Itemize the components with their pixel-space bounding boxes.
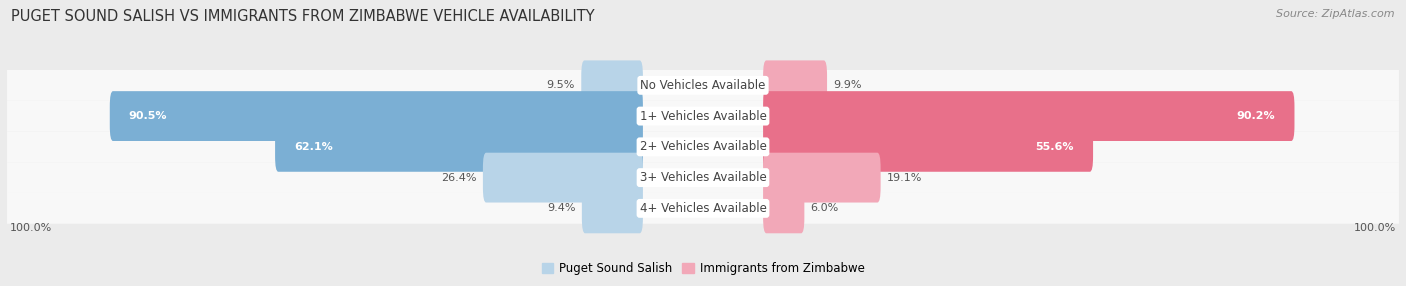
Text: 1+ Vehicles Available: 1+ Vehicles Available xyxy=(640,110,766,123)
Text: 90.2%: 90.2% xyxy=(1237,111,1275,121)
FancyBboxPatch shape xyxy=(276,122,643,172)
Text: 19.1%: 19.1% xyxy=(887,173,922,182)
FancyBboxPatch shape xyxy=(7,162,1399,193)
FancyBboxPatch shape xyxy=(582,183,643,233)
Text: 55.6%: 55.6% xyxy=(1036,142,1074,152)
Text: 6.0%: 6.0% xyxy=(811,203,839,213)
Legend: Puget Sound Salish, Immigrants from Zimbabwe: Puget Sound Salish, Immigrants from Zimb… xyxy=(537,257,869,280)
Text: PUGET SOUND SALISH VS IMMIGRANTS FROM ZIMBABWE VEHICLE AVAILABILITY: PUGET SOUND SALISH VS IMMIGRANTS FROM ZI… xyxy=(11,9,595,23)
FancyBboxPatch shape xyxy=(763,122,1092,172)
Text: 3+ Vehicles Available: 3+ Vehicles Available xyxy=(640,171,766,184)
Text: 26.4%: 26.4% xyxy=(441,173,477,182)
Text: 9.9%: 9.9% xyxy=(834,80,862,90)
Text: 2+ Vehicles Available: 2+ Vehicles Available xyxy=(640,140,766,153)
FancyBboxPatch shape xyxy=(7,132,1399,162)
FancyBboxPatch shape xyxy=(7,101,1399,132)
FancyBboxPatch shape xyxy=(763,60,827,110)
FancyBboxPatch shape xyxy=(7,70,1399,101)
Text: 100.0%: 100.0% xyxy=(1354,223,1396,233)
FancyBboxPatch shape xyxy=(110,91,643,141)
Text: 9.4%: 9.4% xyxy=(547,203,575,213)
Text: No Vehicles Available: No Vehicles Available xyxy=(640,79,766,92)
Text: 62.1%: 62.1% xyxy=(294,142,333,152)
FancyBboxPatch shape xyxy=(763,153,880,202)
FancyBboxPatch shape xyxy=(763,91,1295,141)
Text: Source: ZipAtlas.com: Source: ZipAtlas.com xyxy=(1277,9,1395,19)
FancyBboxPatch shape xyxy=(581,60,643,110)
Text: 9.5%: 9.5% xyxy=(547,80,575,90)
Text: 100.0%: 100.0% xyxy=(10,223,52,233)
Text: 4+ Vehicles Available: 4+ Vehicles Available xyxy=(640,202,766,215)
Text: 90.5%: 90.5% xyxy=(129,111,167,121)
FancyBboxPatch shape xyxy=(763,183,804,233)
FancyBboxPatch shape xyxy=(482,153,643,202)
FancyBboxPatch shape xyxy=(7,193,1399,224)
